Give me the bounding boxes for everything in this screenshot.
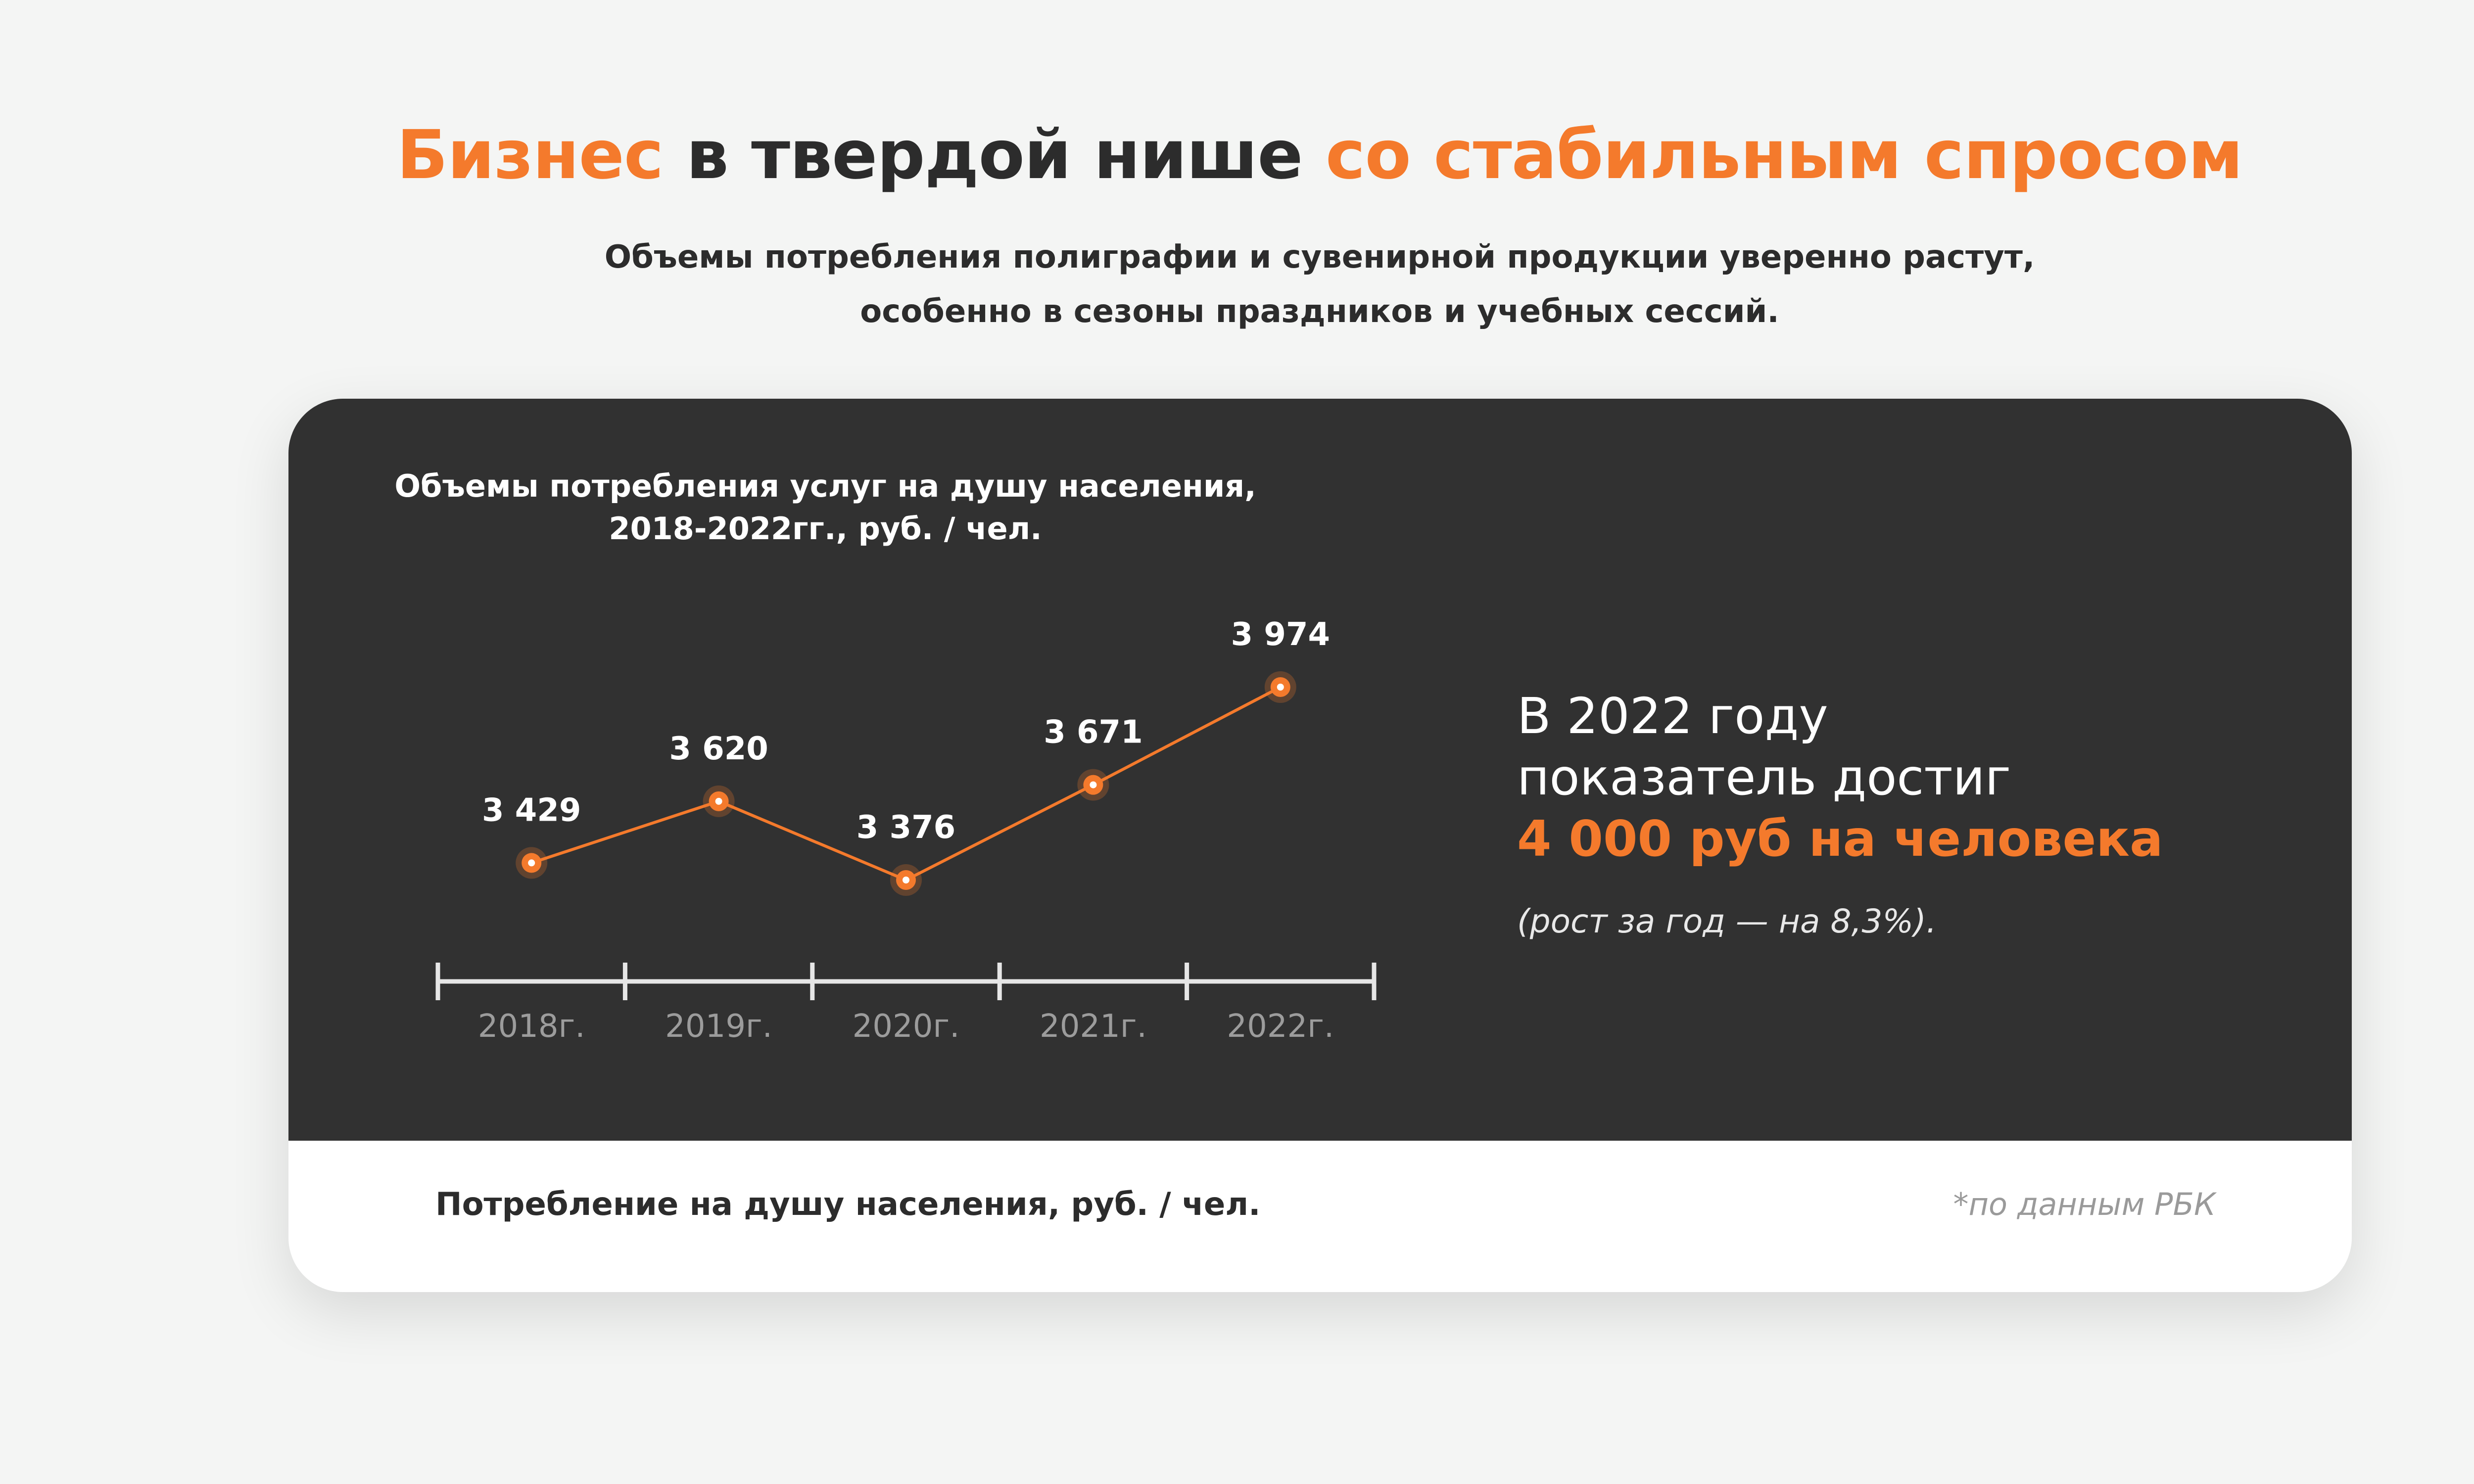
data-source: *по данным РБК <box>1953 1186 2216 1222</box>
data-point-center <box>903 877 909 883</box>
data-point-center <box>1090 781 1097 788</box>
data-label: 3 974 <box>1231 616 1330 653</box>
chart-title: Объемы потребления услуг на душу населен… <box>288 465 1362 550</box>
subtitle-line-2: особенно в сезоны праздников и учебных с… <box>860 293 1779 330</box>
data-label: 3 620 <box>669 731 768 767</box>
chart-legend: Потребление на душу населения, руб. / че… <box>435 1186 1261 1223</box>
series-line <box>531 686 1282 882</box>
data-point-center <box>1277 684 1284 691</box>
line-chart: 2018г. 2019г. 2020г. 2021г. 2022г. 3 429 3 620… <box>435 616 1377 1045</box>
data-label: 3 671 <box>1044 714 1142 751</box>
x-tick-label: 2020г. <box>853 1008 960 1045</box>
x-tick-label: 2019г. <box>665 1008 772 1045</box>
chart-panel: Объемы потребления услуг на душу населен… <box>288 399 2352 1141</box>
data-point-center <box>715 797 722 805</box>
headline-accent-1: Бизнес <box>396 116 664 194</box>
data-label: 3 429 <box>482 792 581 829</box>
headline-middle: в твердой нише <box>663 116 1326 194</box>
headline-accent-2: со стабильным спросом <box>1325 116 2243 194</box>
x-tick-label: 2018г. <box>478 1008 585 1045</box>
headline: Бизнес в твердой нише со стабильным спро… <box>0 116 2474 194</box>
highlight-line-1: В 2022 году <box>1517 687 1828 745</box>
highlight-value: 4 000 руб на человека <box>1517 810 2163 868</box>
data-label: 3 376 <box>856 809 955 846</box>
chart-card: Объемы потребления услуг на душу населен… <box>288 399 2352 1292</box>
chart-title-line-1: Объемы потребления услуг на душу населен… <box>394 468 1256 504</box>
highlight-note: (рост за год — на 8,3%). <box>1517 902 1937 940</box>
x-tick-label: 2021г. <box>1040 1008 1147 1045</box>
highlight-line-2: показатель достиг <box>1517 748 2011 806</box>
subtitle-line-1: Объемы потребления полиграфии и сувенирн… <box>604 239 2035 276</box>
data-point-center <box>528 859 535 867</box>
subtitle: Объемы потребления полиграфии и сувенирн… <box>0 230 2474 339</box>
highlight-block: В 2022 году показатель достиг 4 000 руб … <box>1517 686 2309 940</box>
x-tick-label: 2022г. <box>1227 1008 1334 1045</box>
chart-title-line-2: 2018-2022гг., руб. / чел. <box>609 510 1042 547</box>
